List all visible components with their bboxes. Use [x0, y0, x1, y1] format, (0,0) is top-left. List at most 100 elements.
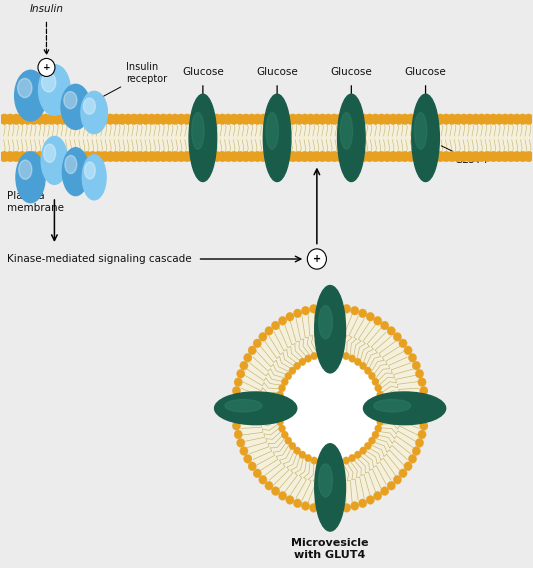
Circle shape	[11, 151, 21, 162]
Circle shape	[336, 458, 343, 466]
Circle shape	[294, 499, 302, 508]
Circle shape	[387, 481, 395, 490]
Circle shape	[494, 114, 504, 124]
Circle shape	[353, 114, 363, 124]
Text: Microvesicle
with GLUT4: Microvesicle with GLUT4	[292, 538, 369, 560]
Circle shape	[271, 487, 280, 495]
Circle shape	[406, 114, 416, 124]
Circle shape	[354, 451, 361, 458]
Circle shape	[152, 151, 163, 162]
Circle shape	[265, 481, 273, 490]
Circle shape	[288, 114, 298, 124]
Circle shape	[123, 151, 133, 162]
Circle shape	[234, 430, 243, 439]
Circle shape	[76, 114, 86, 124]
Circle shape	[378, 411, 385, 419]
Circle shape	[465, 151, 475, 162]
Circle shape	[141, 114, 151, 124]
Circle shape	[324, 114, 333, 124]
Circle shape	[29, 114, 39, 124]
Circle shape	[441, 114, 451, 124]
Circle shape	[424, 114, 433, 124]
Circle shape	[200, 114, 209, 124]
Circle shape	[368, 437, 375, 444]
Circle shape	[248, 462, 256, 471]
Circle shape	[29, 151, 39, 162]
Circle shape	[310, 503, 318, 512]
Circle shape	[270, 151, 280, 162]
Circle shape	[360, 447, 367, 454]
Circle shape	[347, 114, 357, 124]
Circle shape	[330, 350, 337, 357]
Circle shape	[235, 114, 245, 124]
Circle shape	[241, 114, 251, 124]
Circle shape	[341, 114, 351, 124]
Circle shape	[253, 151, 263, 162]
Circle shape	[408, 353, 417, 362]
Circle shape	[232, 421, 240, 431]
Circle shape	[311, 352, 318, 360]
Circle shape	[64, 114, 74, 124]
Circle shape	[147, 114, 157, 124]
Circle shape	[381, 321, 389, 330]
Circle shape	[482, 114, 492, 124]
Circle shape	[382, 151, 392, 162]
Circle shape	[58, 114, 68, 124]
Circle shape	[421, 404, 430, 413]
Ellipse shape	[64, 91, 77, 108]
Ellipse shape	[225, 399, 262, 412]
Circle shape	[441, 151, 451, 162]
Circle shape	[170, 151, 180, 162]
Circle shape	[259, 151, 269, 162]
Ellipse shape	[266, 112, 278, 149]
Circle shape	[282, 151, 292, 162]
Circle shape	[217, 151, 227, 162]
Circle shape	[506, 151, 516, 162]
Circle shape	[324, 460, 330, 467]
Circle shape	[229, 151, 239, 162]
Circle shape	[372, 431, 379, 438]
Circle shape	[381, 487, 389, 495]
Circle shape	[372, 378, 379, 386]
Circle shape	[188, 114, 198, 124]
Circle shape	[46, 151, 56, 162]
Circle shape	[421, 413, 429, 421]
Circle shape	[312, 151, 321, 162]
Ellipse shape	[14, 70, 46, 121]
Circle shape	[419, 386, 428, 395]
Circle shape	[359, 309, 367, 318]
Circle shape	[375, 425, 382, 432]
Circle shape	[326, 303, 334, 312]
Circle shape	[264, 114, 274, 124]
Ellipse shape	[41, 136, 68, 185]
Circle shape	[278, 353, 382, 463]
Text: Glucose: Glucose	[330, 67, 372, 77]
Ellipse shape	[364, 392, 446, 425]
Circle shape	[336, 350, 343, 358]
Circle shape	[421, 395, 429, 404]
Circle shape	[500, 151, 510, 162]
Circle shape	[415, 438, 424, 447]
Circle shape	[281, 431, 288, 438]
Circle shape	[343, 457, 350, 464]
Circle shape	[229, 114, 239, 124]
Circle shape	[285, 372, 292, 380]
Circle shape	[206, 151, 215, 162]
Circle shape	[231, 395, 239, 404]
Circle shape	[318, 114, 327, 124]
Circle shape	[231, 404, 239, 413]
Circle shape	[524, 151, 533, 162]
Circle shape	[270, 114, 280, 124]
Ellipse shape	[44, 144, 55, 162]
Circle shape	[294, 362, 301, 370]
Circle shape	[415, 369, 424, 378]
Circle shape	[353, 151, 363, 162]
Circle shape	[329, 114, 339, 124]
Circle shape	[106, 151, 115, 162]
Ellipse shape	[42, 73, 56, 92]
Circle shape	[129, 151, 139, 162]
Circle shape	[182, 114, 192, 124]
Circle shape	[524, 114, 533, 124]
Circle shape	[176, 151, 186, 162]
Circle shape	[471, 114, 481, 124]
